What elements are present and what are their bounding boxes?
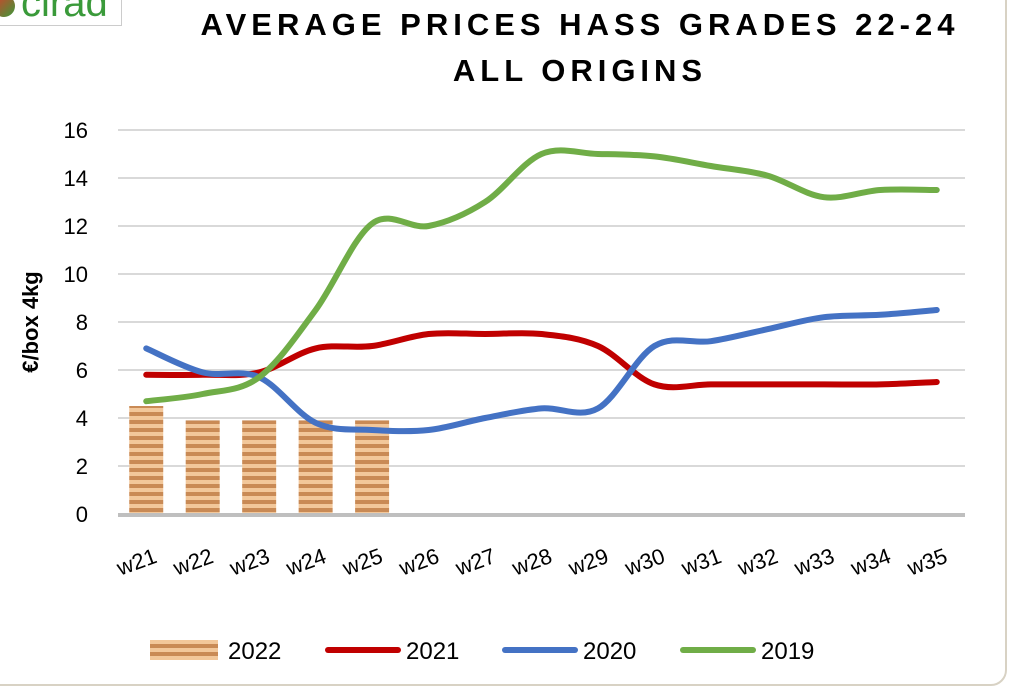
y-tick-label: 12: [64, 214, 88, 239]
x-tick-label: w32: [734, 543, 781, 581]
logo-icon: [0, 0, 15, 17]
x-tick-label: w21: [113, 543, 160, 581]
x-tick-label: w23: [225, 543, 272, 581]
y-tick-label: 14: [64, 166, 88, 191]
legend-label: 2019: [761, 638, 814, 665]
y-tick-label: 2: [76, 454, 88, 479]
y-tick-label: 8: [76, 310, 88, 335]
bar-2022: [242, 420, 277, 514]
x-tick-label: w24: [282, 543, 329, 581]
x-tick-label: w28: [508, 543, 555, 581]
y-tick-label: 10: [64, 262, 88, 287]
x-tick-label: w30: [621, 543, 668, 581]
x-tick-label: w35: [903, 543, 950, 581]
x-tick-label: w33: [790, 543, 837, 581]
bar-2022: [355, 420, 390, 514]
legend-label: 2020: [583, 638, 636, 665]
line-series-2019: [143, 147, 940, 405]
cirad-logo: cirad: [0, 0, 122, 26]
bar-2022: [129, 406, 164, 514]
x-tick-label: w25: [338, 543, 385, 581]
x-tick-label: w29: [564, 543, 611, 581]
y-tick-label: 6: [76, 358, 88, 383]
bar-2022: [185, 420, 220, 514]
bar-2022: [298, 420, 333, 514]
line-series-2020: [143, 307, 940, 435]
legend-label: 2021: [406, 638, 459, 665]
y-axis-label: €/box 4kg: [18, 271, 43, 372]
line-series-2021: [143, 330, 940, 391]
logo-text: cirad: [21, 0, 108, 25]
y-tick-label: 16: [64, 118, 88, 143]
x-tick-label: w22: [169, 543, 216, 581]
y-tick-label: 4: [76, 406, 88, 431]
y-tick-label: 0: [76, 502, 88, 527]
chart-title-block: AVERAGE PRICES HASS GRADES 22-24 ALL ORI…: [160, 2, 1000, 94]
legend-label: 2022: [228, 638, 281, 665]
x-tick-label: w34: [847, 543, 894, 581]
x-tick-label: w27: [451, 543, 498, 581]
chart-subtitle: ALL ORIGINS: [452, 53, 708, 88]
chart-title: AVERAGE PRICES HASS GRADES 22-24: [200, 7, 960, 42]
x-tick-label: w31: [677, 543, 724, 581]
legend-swatch-2022: [150, 640, 218, 660]
x-tick-label: w26: [395, 543, 442, 581]
